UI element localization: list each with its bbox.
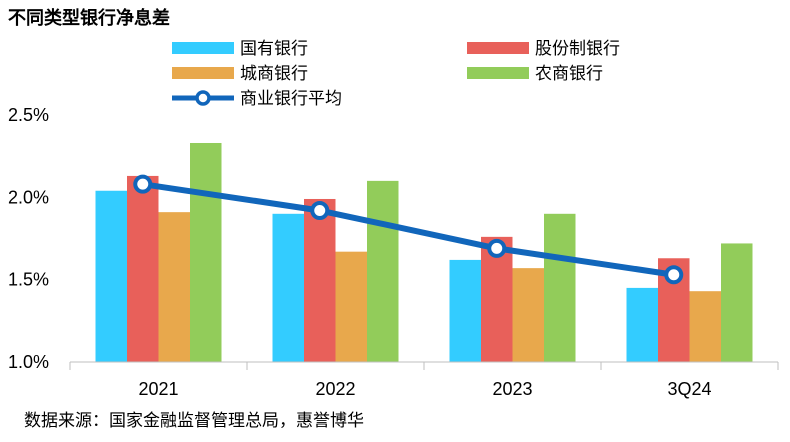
- legend-item: 股份制银行: [467, 39, 620, 59]
- x-tick-label: 2022: [315, 379, 355, 399]
- bar: [190, 142, 222, 362]
- bar: [304, 198, 336, 362]
- legend-swatch: [467, 67, 529, 79]
- legend-label: 股份制银行: [535, 39, 620, 59]
- x-axis: 2021 2022 2023 3Q24: [69, 361, 779, 399]
- bar: [449, 259, 481, 362]
- average-point: [487, 238, 507, 258]
- legend-label: 国有银行: [240, 39, 308, 59]
- bar: [335, 251, 367, 362]
- bar: [158, 212, 190, 362]
- legend-marker: [195, 90, 211, 106]
- bar: [95, 190, 127, 362]
- average-point: [664, 265, 684, 285]
- y-tick-label: 2.5%: [8, 105, 49, 125]
- bar: [367, 180, 399, 362]
- source-note: 数据来源：国家金融监督管理总局，惠誉博华: [24, 411, 364, 431]
- legend-swatch: [172, 67, 234, 79]
- average-line: [133, 174, 684, 285]
- bar: [127, 175, 159, 362]
- legend-swatch: [467, 42, 529, 54]
- bar: [512, 268, 544, 362]
- legend-item: 农商银行: [467, 64, 603, 84]
- x-tick-label: 3Q24: [667, 379, 711, 399]
- y-tick-label: 1.5%: [8, 270, 49, 290]
- legend-item: 城商银行: [172, 64, 308, 84]
- legend-swatch: [172, 42, 234, 54]
- legend-label: 农商银行: [535, 64, 603, 84]
- chart-title: 不同类型银行净息差: [8, 8, 170, 29]
- bar: [272, 213, 304, 362]
- bar: [689, 291, 721, 362]
- average-line-path: [139, 181, 677, 278]
- bar: [544, 213, 576, 362]
- y-tick-label: 1.0%: [8, 352, 49, 372]
- legend-label: 商业银行平均: [240, 89, 342, 109]
- bars: [95, 142, 753, 362]
- legend-item: 国有银行: [172, 39, 308, 59]
- average-point: [310, 201, 330, 221]
- x-tick-label: 2023: [492, 379, 532, 399]
- y-tick-label: 2.0%: [8, 187, 49, 207]
- average-point: [133, 174, 153, 194]
- y-axis: 1.0% 1.5% 2.0% 2.5%: [8, 105, 49, 372]
- bar: [626, 287, 658, 362]
- bar: [721, 243, 753, 362]
- x-tick-label: 2021: [138, 379, 178, 399]
- legend-item: 商业银行平均: [172, 89, 342, 109]
- legend-label: 城商银行: [240, 64, 308, 84]
